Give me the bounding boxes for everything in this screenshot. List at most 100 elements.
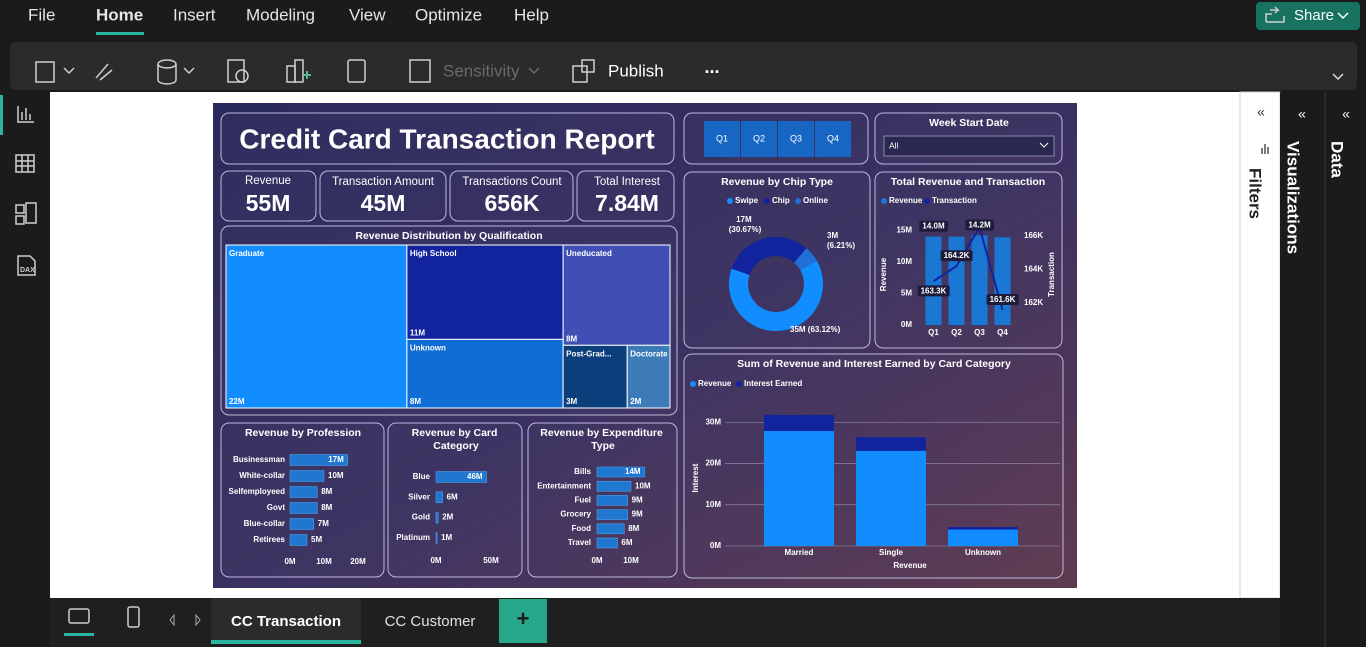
- donut-slice: [728, 260, 823, 331]
- filters-pane[interactable]: [1239, 91, 1281, 599]
- treemap-cell: [562, 344, 628, 409]
- expand-icon[interactable]: «: [1257, 104, 1265, 120]
- kpi-card: [449, 170, 574, 222]
- legend-marker: [690, 381, 696, 387]
- y-tick-label: Food: [571, 524, 591, 533]
- menu-item[interactable]: Home: [96, 5, 143, 24]
- dropdown-value[interactable]: All: [889, 140, 899, 150]
- sensitivity-icon: [409, 59, 431, 83]
- data-icon: [157, 64, 177, 85]
- desktop-layout-icon[interactable]: [68, 608, 90, 624]
- treemap-label: Unknown: [410, 343, 446, 352]
- treemap-label: High School: [410, 249, 457, 258]
- slicer-label[interactable]: Q4: [827, 133, 839, 143]
- more-button[interactable]: ...: [704, 57, 719, 77]
- slicer-label[interactable]: Q2: [753, 133, 765, 143]
- dropdown[interactable]: [883, 135, 1055, 157]
- menu-item[interactable]: Modeling: [246, 5, 315, 24]
- calculator-icon[interactable]: [347, 59, 366, 83]
- menu-item[interactable]: Optimize: [415, 5, 482, 24]
- expand-icon[interactable]: «: [1342, 106, 1350, 122]
- filters-pane-label[interactable]: Filters: [1246, 168, 1265, 219]
- line: [932, 224, 1004, 311]
- bar-segment: [948, 527, 1018, 530]
- add-tab-button[interactable]: [499, 599, 547, 643]
- chart-title: Sum of Revenue and Interest Earned by Ca…: [737, 358, 1011, 370]
- table-view-icon: [16, 155, 34, 172]
- y-tick-label: Gold: [412, 513, 430, 522]
- bar-segment: [856, 437, 926, 451]
- label-bg: [940, 250, 973, 262]
- slicer-label[interactable]: Q3: [790, 133, 802, 143]
- left-rail: [0, 92, 50, 598]
- data-label: 14M: [625, 467, 641, 476]
- y-tick-label: 5M: [901, 289, 912, 298]
- slicer-button[interactable]: [704, 121, 740, 157]
- page-tab[interactable]: CC Customer: [385, 613, 476, 630]
- collapse-ribbon[interactable]: [1332, 73, 1344, 81]
- table-view-icon[interactable]: [15, 154, 35, 173]
- filter-icon: [1261, 144, 1269, 154]
- expand-icon[interactable]: «: [1298, 106, 1306, 122]
- chevron: [528, 67, 540, 75]
- dax-view-icon[interactable]: [17, 255, 36, 276]
- model-view-icon[interactable]: [15, 204, 25, 214]
- chart-title: Revenue by Expenditure Type: [540, 427, 665, 452]
- kpi-value: 45M: [361, 190, 406, 216]
- data-label: 35M (63.12%): [790, 325, 841, 334]
- data-label: 8M: [321, 487, 332, 496]
- data-label: 46M: [467, 472, 483, 481]
- chevron: [183, 67, 195, 75]
- share-button[interactable]: [1256, 2, 1360, 30]
- data-label: 10M: [328, 471, 344, 480]
- legend-marker: [736, 381, 742, 387]
- x-tick-label: Married: [785, 548, 814, 557]
- menu-item[interactable]: Help: [514, 5, 549, 24]
- bar: [289, 470, 325, 482]
- x-tick-label: Q4: [997, 328, 1008, 337]
- paste-icon[interactable]: [35, 61, 55, 83]
- legend-label: Interest Earned: [744, 379, 802, 388]
- slicer-button[interactable]: [778, 121, 814, 157]
- visualizations-pane-label[interactable]: Visualizations: [1284, 141, 1303, 254]
- report-view-icon[interactable]: [17, 106, 34, 123]
- bar: [435, 511, 439, 524]
- kpi-label: Total Interest: [594, 176, 661, 188]
- data-label: 8M: [566, 334, 577, 343]
- menu-item[interactable]: View: [349, 5, 386, 24]
- treemap-label: Post-Grad...: [566, 349, 611, 358]
- publish-icon[interactable]: [572, 65, 588, 83]
- bar: [289, 486, 318, 498]
- legend-marker: [764, 198, 770, 204]
- mobile-layout-icon[interactable]: [127, 606, 140, 628]
- slicer-button[interactable]: [741, 121, 777, 157]
- add-tab-label[interactable]: +: [517, 606, 530, 631]
- x-tick-label: Q1: [928, 328, 939, 337]
- kpi-value: 7.84M: [595, 190, 659, 216]
- menu-item[interactable]: File: [28, 5, 55, 24]
- tab-scroll[interactable]: [169, 613, 201, 627]
- publish-button[interactable]: Publish: [608, 61, 664, 80]
- bar: [971, 235, 988, 325]
- y2-tick-label: 164K: [1024, 265, 1043, 274]
- chart-panel: [683, 353, 1064, 579]
- share-label[interactable]: Share: [1294, 7, 1334, 24]
- bar: [289, 454, 349, 466]
- data-pane-label[interactable]: Data: [1328, 141, 1347, 178]
- bar: [596, 523, 625, 535]
- slicer-button[interactable]: [815, 121, 851, 157]
- bar-segment: [764, 414, 834, 432]
- slicer-label[interactable]: Q1: [716, 133, 728, 143]
- bar-segment: [948, 529, 1018, 546]
- format-painter-icon[interactable]: [95, 63, 113, 81]
- share-icon: [1265, 6, 1285, 23]
- data-label: 6M: [447, 492, 458, 501]
- kpi-card: [576, 170, 675, 222]
- chevron: [1337, 12, 1349, 20]
- bar: [596, 509, 628, 520]
- menu-item[interactable]: Insert: [173, 5, 216, 24]
- bar: [435, 471, 487, 483]
- page-tab[interactable]: CC Transaction: [231, 613, 341, 630]
- y-tick-label: Bills: [574, 467, 591, 476]
